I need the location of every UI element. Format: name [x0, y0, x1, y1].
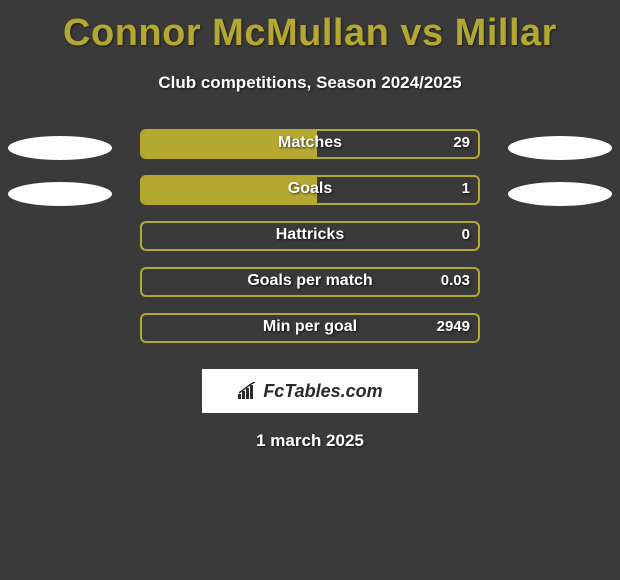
stat-row-goals: Goals 1: [0, 175, 620, 221]
date-label: 1 march 2025: [0, 431, 620, 451]
player-right-marker: [508, 182, 612, 206]
bar-goals: Goals 1: [140, 175, 480, 205]
player-left-marker: [8, 136, 112, 160]
stat-value: 0: [462, 226, 470, 243]
stat-row-goals-per-match: Goals per match 0.03: [0, 267, 620, 313]
page-title: Connor McMullan vs Millar: [0, 0, 620, 55]
stat-label: Hattricks: [140, 226, 480, 244]
branding-text: FcTables.com: [263, 381, 382, 402]
player-left-marker: [8, 182, 112, 206]
stat-value: 29: [453, 134, 470, 151]
stat-label: Goals: [140, 180, 480, 198]
stat-row-hattricks: Hattricks 0: [0, 221, 620, 267]
subtitle: Club competitions, Season 2024/2025: [0, 73, 620, 93]
branding-box[interactable]: FcTables.com: [202, 369, 418, 413]
stat-row-matches: Matches 29: [0, 129, 620, 175]
bar-chart-icon: [237, 382, 259, 400]
stat-value: 2949: [437, 318, 470, 335]
bar-hattricks: Hattricks 0: [140, 221, 480, 251]
stat-label: Min per goal: [140, 318, 480, 336]
stat-value: 0.03: [441, 272, 470, 289]
stat-value: 1: [462, 180, 470, 197]
stat-row-min-per-goal: Min per goal 2949: [0, 313, 620, 359]
player-right-marker: [508, 136, 612, 160]
bar-min-per-goal: Min per goal 2949: [140, 313, 480, 343]
comparison-content: Matches 29 Goals 1 Hattricks 0 Goals per…: [0, 129, 620, 451]
stat-label: Matches: [140, 134, 480, 152]
bar-matches: Matches 29: [140, 129, 480, 159]
bar-goals-per-match: Goals per match 0.03: [140, 267, 480, 297]
stat-label: Goals per match: [140, 272, 480, 290]
